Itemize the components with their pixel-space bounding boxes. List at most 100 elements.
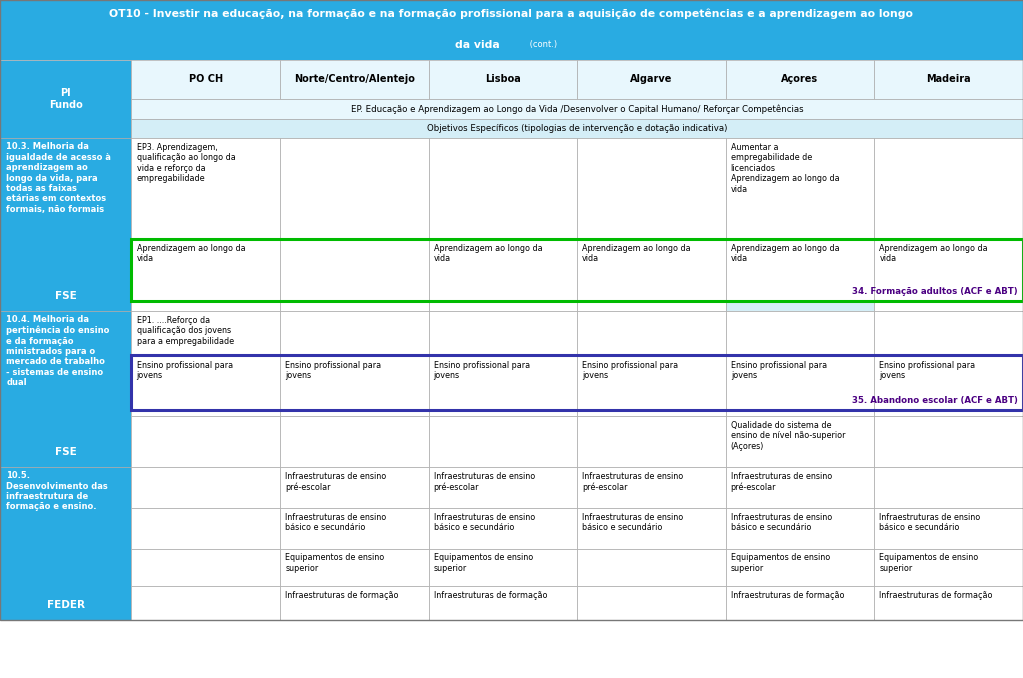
Text: Aprendizagem ao longo da
vida: Aprendizagem ao longo da vida [434,244,542,264]
Bar [131,119,1023,138]
Bar [131,467,280,508]
Text: EP3. Aprendizagem,
qualificação ao longo da
vida e reforço da
empregabilidade: EP3. Aprendizagem, qualificação ao longo… [137,143,235,183]
Bar [131,239,280,301]
Text: EP1. ....Reforço da
qualificação dos jovens
para a empregabilidade: EP1. ....Reforço da qualificação dos jov… [137,316,233,346]
Text: Infraestruturas de ensino
básico e secundário: Infraestruturas de ensino básico e secun… [582,513,683,532]
Text: Infraestruturas de formação: Infraestruturas de formação [730,591,844,599]
Bar [577,239,725,301]
Text: Infraestruturas de ensino
pré-escolar: Infraestruturas de ensino pré-escolar [285,472,387,492]
Bar [725,586,875,620]
Bar [280,410,429,416]
Bar [280,239,429,301]
Text: Infraestruturas de ensino
pré-escolar: Infraestruturas de ensino pré-escolar [730,472,832,492]
Text: Infraestruturas de ensino
básico e secundário: Infraestruturas de ensino básico e secun… [730,513,832,532]
Bar [874,239,1023,301]
Bar [429,239,577,301]
Text: 10.4. Melhoria da
pertinência do ensino
e da formação
ministrados para o
mercado: 10.4. Melhoria da pertinência do ensino … [6,315,109,387]
Text: Aumentar a
empregabilidade de
licenciados
Aprendizagem ao longo da
vida: Aumentar a empregabilidade de licenciado… [730,143,839,194]
Text: Infraestruturas de formação: Infraestruturas de formação [285,591,399,599]
Text: Norte/Centro/Alentejo: Norte/Centro/Alentejo [294,75,414,84]
Bar [280,60,429,99]
Text: Equipamentos de ensino
superior: Equipamentos de ensino superior [880,553,979,573]
Bar [0,311,131,467]
Bar [280,301,429,311]
Bar [280,467,429,508]
Bar [131,355,1023,410]
Bar [577,138,725,239]
Bar [429,416,577,467]
Text: Infraestruturas de ensino
básico e secundário: Infraestruturas de ensino básico e secun… [285,513,387,532]
Text: Aprendizagem ao longo da
vida: Aprendizagem ao longo da vida [730,244,839,264]
Bar [131,410,280,416]
Bar [429,60,577,99]
Bar [131,99,1023,119]
Bar [0,138,131,311]
Bar [874,416,1023,467]
Text: Infraestruturas de ensino
básico e secundário: Infraestruturas de ensino básico e secun… [880,513,980,532]
Bar [874,508,1023,549]
Bar [874,311,1023,355]
Text: Equipamentos de ensino
superior: Equipamentos de ensino superior [285,553,385,573]
Bar [429,586,577,620]
Bar [577,311,725,355]
Bar [725,138,875,239]
Bar [577,60,725,99]
Bar [874,301,1023,311]
Bar [280,355,429,410]
Bar [577,467,725,508]
Bar [725,60,875,99]
Text: FSE: FSE [55,291,77,301]
Text: Algarve: Algarve [630,75,672,84]
Text: Ensino profissional para
jovens: Ensino profissional para jovens [730,361,827,380]
Text: Equipamentos de ensino
superior: Equipamentos de ensino superior [434,553,533,573]
Text: 35. Abandono escolar (ACF e ABT): 35. Abandono escolar (ACF e ABT) [852,396,1018,405]
Bar [131,416,280,467]
Bar [577,586,725,620]
Bar [874,60,1023,99]
Text: Infraestruturas de ensino
pré-escolar: Infraestruturas de ensino pré-escolar [582,472,683,492]
Bar [280,549,429,586]
Text: da vida: da vida [455,40,500,49]
Bar [429,467,577,508]
Bar [874,467,1023,508]
Text: Infraestruturas de ensino
pré-escolar: Infraestruturas de ensino pré-escolar [434,472,535,492]
Bar [725,410,875,416]
Text: Qualidade do sistema de
ensino de nível não-superior
(Açores): Qualidade do sistema de ensino de nível … [730,421,845,451]
Bar [725,311,875,355]
Text: (cont.): (cont.) [527,40,558,49]
Bar [0,0,1023,60]
Bar [874,410,1023,416]
Bar [131,549,280,586]
Bar [429,355,577,410]
Bar [577,549,725,586]
Bar [131,60,280,99]
Text: FSE: FSE [55,447,77,457]
Text: OT10 - Investir na educação, na formação e na formação profissional para a aquis: OT10 - Investir na educação, na formação… [109,8,914,18]
Bar [429,311,577,355]
Bar [429,410,577,416]
Text: Açores: Açores [782,75,818,84]
Text: FEDER: FEDER [47,599,85,610]
Bar [280,311,429,355]
Bar [577,355,725,410]
Bar [0,60,131,138]
Text: Aprendizagem ao longo da
vida: Aprendizagem ao longo da vida [582,244,691,264]
Bar [577,508,725,549]
Bar [131,508,280,549]
Bar [725,416,875,467]
Bar [131,586,280,620]
Bar [131,138,280,239]
Text: Aprendizagem ao longo da
vida: Aprendizagem ao longo da vida [880,244,988,264]
Bar [725,301,875,311]
Bar [577,301,725,311]
Text: PI
Fundo: PI Fundo [49,88,83,110]
Text: Madeira: Madeira [926,75,971,84]
Bar [725,467,875,508]
Bar [131,301,280,311]
Bar [725,508,875,549]
Bar [874,355,1023,410]
Text: Infraestruturas de formação: Infraestruturas de formação [434,591,547,599]
Text: Ensino profissional para
jovens: Ensino profissional para jovens [880,361,975,380]
Bar [429,301,577,311]
Bar [429,549,577,586]
